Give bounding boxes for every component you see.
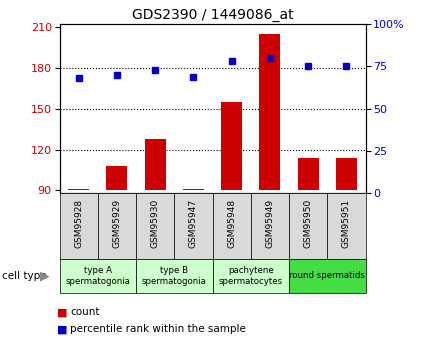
Text: percentile rank within the sample: percentile rank within the sample: [70, 325, 246, 334]
Bar: [259, 34, 280, 190]
Bar: [136, 259, 212, 293]
Bar: [98, 193, 136, 259]
Bar: [174, 193, 212, 259]
Bar: [212, 259, 289, 293]
Bar: [68, 189, 89, 190]
Text: GSM95948: GSM95948: [227, 198, 236, 248]
Text: cell type: cell type: [2, 271, 47, 281]
Bar: [251, 193, 289, 259]
Bar: [212, 193, 251, 259]
Bar: [289, 193, 327, 259]
Bar: [60, 193, 98, 259]
Text: type B
spermatogonia: type B spermatogonia: [142, 266, 207, 286]
Text: GSM95947: GSM95947: [189, 198, 198, 248]
Bar: [289, 259, 366, 293]
Text: pachytene
spermatocytes: pachytene spermatocytes: [219, 266, 283, 286]
Title: GDS2390 / 1449086_at: GDS2390 / 1449086_at: [132, 8, 293, 22]
Bar: [327, 193, 366, 259]
Text: GSM95930: GSM95930: [150, 198, 160, 248]
Text: ■: ■: [57, 307, 68, 317]
Text: type A
spermatogonia: type A spermatogonia: [65, 266, 130, 286]
Text: count: count: [70, 307, 99, 317]
Text: GSM95951: GSM95951: [342, 198, 351, 248]
Bar: [183, 189, 204, 190]
Bar: [221, 102, 242, 190]
Bar: [106, 166, 128, 190]
Text: GSM95929: GSM95929: [112, 198, 122, 248]
Bar: [136, 193, 174, 259]
Text: GSM95949: GSM95949: [265, 198, 275, 248]
Text: ■: ■: [57, 325, 68, 334]
Text: ▶: ▶: [40, 269, 49, 283]
Bar: [60, 259, 136, 293]
Text: GSM95928: GSM95928: [74, 198, 83, 248]
Bar: [144, 139, 166, 190]
Text: GSM95950: GSM95950: [303, 198, 313, 248]
Bar: [336, 158, 357, 190]
Text: round spermatids: round spermatids: [289, 272, 365, 280]
Bar: [298, 158, 319, 190]
